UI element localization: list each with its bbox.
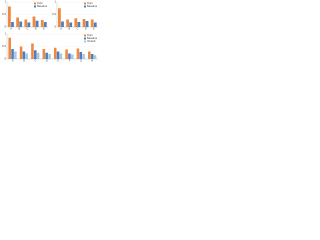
bar: [22, 51, 26, 59]
bar: [74, 18, 78, 27]
x-tick-label: C: [27, 28, 29, 31]
bar: [16, 17, 19, 27]
bar: [58, 8, 61, 27]
x-tick-label: C: [35, 60, 37, 63]
bar: [8, 6, 11, 27]
bar: [19, 46, 23, 59]
bar: [34, 50, 37, 59]
bar: [82, 19, 86, 27]
x-tick-label: E: [43, 28, 45, 31]
y-tick-label: 1: [54, 1, 56, 4]
legend-label: Ours: [87, 2, 93, 5]
y-tick-label: 0: [4, 58, 6, 61]
bar: [90, 19, 94, 27]
bar: [88, 51, 91, 59]
bar: [35, 20, 39, 27]
legend-label: Baseline: [37, 5, 48, 8]
x-tick-label: C: [77, 28, 79, 31]
bar: [14, 51, 17, 59]
y-tick-label: 1: [4, 33, 6, 36]
bar: [77, 22, 81, 27]
x-tick-label: B: [23, 60, 25, 63]
legend-label: Ours: [37, 2, 43, 5]
legend-swatch: [34, 2, 36, 5]
bar: [85, 21, 89, 27]
x-tick-label: G: [80, 60, 82, 63]
bar: [90, 54, 94, 59]
bar: [40, 20, 44, 27]
legend-swatch: [84, 5, 86, 8]
bar: [79, 52, 83, 59]
bar: [82, 54, 85, 59]
x-tick-label: H: [91, 60, 93, 63]
legend-label: Variant: [87, 40, 96, 43]
y-tick-label: 0: [54, 26, 56, 29]
bar: [25, 53, 29, 59]
legend-swatch: [84, 40, 86, 43]
bar: [65, 49, 68, 59]
bar: [70, 54, 74, 59]
legend-swatch: [84, 37, 86, 40]
x-tick-label: D: [85, 28, 87, 31]
bar: [11, 49, 14, 59]
y-tick-label: 0: [4, 26, 6, 29]
bar: [93, 22, 97, 27]
x-tick-label: F: [69, 60, 71, 63]
bar: [48, 54, 51, 59]
bar: [45, 52, 48, 59]
x-tick-label: E: [93, 28, 95, 31]
legend-label: Baseline: [87, 37, 98, 40]
bar: [93, 55, 97, 59]
bar: [68, 53, 71, 59]
x-tick-label: D: [46, 60, 48, 63]
y-tick-label: 0.5: [52, 13, 56, 16]
legend-swatch: [34, 5, 36, 8]
x-tick-label: B: [18, 28, 20, 31]
bar: [61, 21, 64, 27]
x-tick-label: A: [10, 28, 12, 31]
legend-swatch: [84, 2, 86, 5]
legend-label: Ours: [87, 34, 93, 37]
x-tick-label: E: [57, 60, 59, 63]
bar: [53, 47, 57, 59]
bar: [76, 48, 80, 59]
bar: [11, 22, 14, 27]
y-tick-label: 1: [4, 1, 6, 4]
legend-swatch: [84, 34, 86, 37]
bar: [66, 19, 69, 27]
bar: [42, 49, 46, 59]
bar: [8, 37, 11, 59]
bar: [32, 16, 36, 27]
bar: [43, 22, 47, 27]
x-tick-label: A: [60, 28, 62, 31]
bar: [31, 43, 34, 59]
bar: [19, 21, 23, 27]
bar: [27, 22, 31, 27]
bar: [24, 19, 28, 27]
x-tick-label: B: [68, 28, 70, 31]
bar: [59, 53, 63, 59]
x-tick-label: D: [35, 28, 37, 31]
y-tick-label: 0.5: [2, 45, 6, 48]
bar: [36, 52, 40, 59]
bar: [56, 51, 60, 59]
y-tick-label: 0.5: [2, 13, 6, 16]
legend-label: Baseline: [87, 5, 98, 8]
bar: [69, 22, 73, 27]
x-tick-label: A: [12, 60, 14, 63]
